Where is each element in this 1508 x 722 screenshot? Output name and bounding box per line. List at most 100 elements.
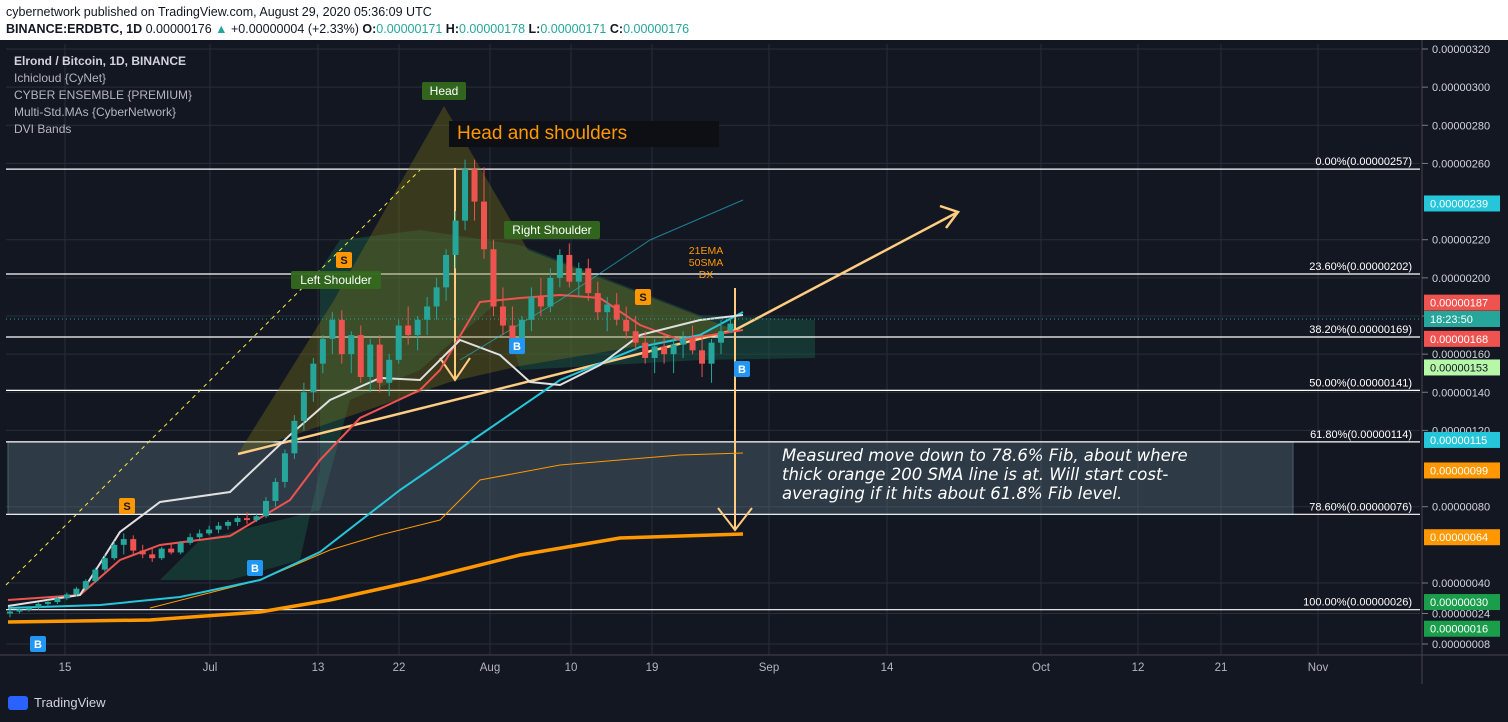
- y-tick-label: 0.00000300: [1432, 82, 1490, 94]
- signal-markers: S S S B B B B: [30, 252, 750, 652]
- neckline-extension: [734, 210, 959, 332]
- y-tick-label: 0.00000140: [1432, 387, 1490, 399]
- y-tick-label: 0.00000024: [1432, 608, 1490, 620]
- y-tick-label: 0.00000320: [1432, 44, 1490, 56]
- candle-body: [661, 346, 668, 355]
- y-tick-label: 0.00000220: [1432, 235, 1490, 247]
- tradingview-logo-icon: [8, 695, 28, 710]
- candle-body: [16, 609, 23, 612]
- candle-body: [111, 544, 118, 559]
- candle-body: [632, 331, 639, 343]
- buy-signal-icon: [247, 560, 263, 576]
- candle-body: [414, 319, 421, 336]
- buy-signal-icon: [734, 361, 750, 377]
- candle-body: [433, 287, 440, 307]
- price-badge-bg: [1424, 594, 1500, 611]
- close-value: 0.00000176: [623, 22, 690, 36]
- candle-body: [234, 518, 241, 522]
- open-value: 0.00000171: [376, 22, 443, 36]
- candle-body: [405, 325, 412, 336]
- price-badge-bg: [1424, 431, 1500, 448]
- candle-body: [149, 554, 156, 559]
- legend-item-cyber-ensemble[interactable]: CYBER ENSEMBLE {PREMIUM}: [14, 88, 193, 102]
- tradingview-brand: TradingView: [34, 695, 106, 710]
- head-label-bg: [422, 82, 466, 100]
- x-tick-label: Oct: [1032, 662, 1051, 674]
- price-badge: 18:23:50: [1430, 314, 1473, 326]
- fib-label: 0.00%(0.00000257): [1315, 156, 1412, 168]
- candle-body: [528, 296, 535, 320]
- measured-move-note: Measured move down to 78.6% Fib, about w…: [782, 446, 1188, 503]
- price-badge: 0.00000153: [1430, 362, 1488, 374]
- fib-label: 23.60%(0.00000202): [1309, 261, 1412, 273]
- legend-title: Elrond / Bitcoin, 1D, BINANCE: [14, 54, 187, 68]
- candle-body: [120, 539, 127, 545]
- candle-body: [139, 550, 146, 555]
- candle-body: [462, 169, 469, 221]
- candle-body: [689, 338, 696, 351]
- publisher-line: cybernetwork published on TradingView.co…: [6, 5, 432, 19]
- fib-levels: 0.00%(0.00000257) 23.60%(0.00000202) 38.20…: [6, 156, 1420, 611]
- candle-body: [727, 323, 734, 332]
- candle-body: [357, 335, 364, 378]
- candle-body: [206, 529, 213, 534]
- price-chart[interactable]: 15 Jul 13 22 Aug 10 19 Sep 14 Oct 12 21 Nov 0.0000032…: [0, 40, 1508, 684]
- candle-body: [518, 319, 525, 345]
- candle-body: [82, 581, 89, 589]
- left-shoulder-label: Left Shoulder: [300, 273, 371, 287]
- candle-body: [168, 548, 175, 553]
- candle-body: [310, 363, 317, 393]
- candle-body: [718, 331, 724, 343]
- ma-note-line: 50SMA: [689, 257, 723, 269]
- candle-body: [537, 296, 544, 307]
- candle-body: [367, 344, 374, 378]
- candle-body: [92, 569, 99, 582]
- sell-signal-label: S: [340, 255, 347, 267]
- right-shoulder-label: Right Shoulder: [512, 223, 591, 237]
- price-badge: 0.00000115: [1430, 435, 1487, 447]
- buy-signal-label: B: [513, 341, 521, 353]
- candle-body: [452, 220, 459, 255]
- price-badge: 0.00000030: [1430, 597, 1488, 609]
- x-tick-label: Sep: [759, 662, 779, 674]
- candle-body: [25, 607, 32, 610]
- candle-body: [386, 359, 393, 383]
- sma200-line: [7, 532, 744, 624]
- legend-item-ichicloud[interactable]: Ichicloud {CyNet}: [14, 71, 107, 85]
- tradingview-logo[interactable]: TradingView: [8, 695, 106, 710]
- candle-body: [196, 533, 203, 538]
- y-tick-label: 0.00000080: [1432, 502, 1490, 514]
- candle-body: [319, 338, 326, 364]
- candle-body: [566, 254, 573, 282]
- candle-body: [300, 392, 307, 421]
- candle-body: [253, 516, 260, 521]
- candle-body: [708, 342, 715, 364]
- ma-note-line: 21EMA: [689, 245, 723, 257]
- x-tick-label: 13: [312, 662, 325, 674]
- candle-body: [699, 350, 706, 364]
- indicator-legend: Elrond / Bitcoin, 1D, BINANCE Ichicloud …: [14, 53, 192, 138]
- candle-body: [329, 319, 336, 339]
- candle-body: [613, 304, 620, 320]
- neckline-arrowhead: [939, 204, 961, 229]
- legend-item-dvi-bands[interactable]: DVI Bands: [14, 122, 72, 136]
- sell-signal-label: S: [639, 292, 646, 304]
- candle-body: [101, 558, 108, 570]
- candle-body: [642, 342, 649, 358]
- buy-signal-icon: [30, 636, 46, 652]
- legend-item-multi-std-mas[interactable]: Multi-Std.MAs {CyberNetwork}: [14, 105, 177, 119]
- close-label: C:: [609, 22, 624, 36]
- candle-body: [177, 542, 184, 553]
- ichimoku-cloud: [160, 230, 815, 580]
- moving-averages: [7, 199, 744, 624]
- price-badge-bg: [1424, 529, 1500, 546]
- price-badge-bg: [1424, 330, 1500, 347]
- price-badge-bg: [1424, 359, 1500, 376]
- pattern-labels: Head Left Shoulder Right Shoulder 21EMA50SM…: [291, 82, 723, 289]
- price-change: +0.00000004 (+2.33%): [231, 22, 359, 36]
- candle-body: [481, 201, 487, 250]
- last-price: 0.00000176: [145, 22, 212, 36]
- candle-body: [281, 453, 288, 482]
- candle-body: [680, 338, 687, 345]
- buy-signal-label: B: [34, 639, 42, 651]
